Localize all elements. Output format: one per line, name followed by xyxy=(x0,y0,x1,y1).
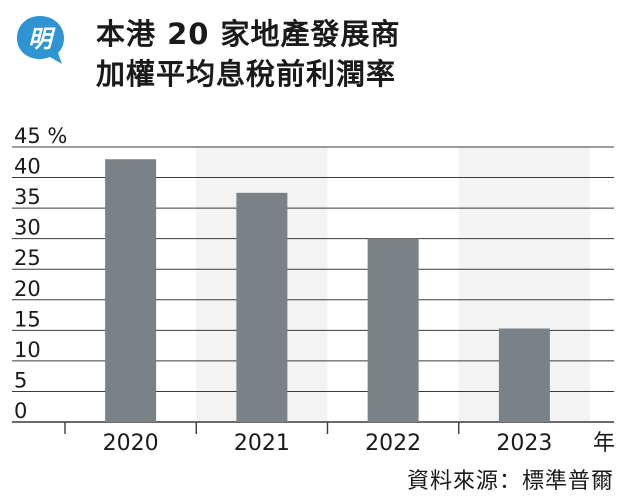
bar xyxy=(498,328,550,422)
x-tick-label: 2022 xyxy=(365,431,421,456)
bar xyxy=(236,192,288,422)
y-tick-label: 15 xyxy=(14,307,41,331)
x-tick-label: 2023 xyxy=(496,431,552,456)
x-tick-label: 2021 xyxy=(234,431,290,456)
bar xyxy=(105,159,157,422)
y-tick-label: 40 xyxy=(14,155,41,179)
y-tick-label: 10 xyxy=(14,338,41,362)
x-axis-unit-label: 年 xyxy=(593,431,615,456)
y-tick-label: 30 xyxy=(14,216,41,240)
chart-title-line-2: 加權平均息稅前利潤率 xyxy=(96,57,397,91)
logo-character: 明 xyxy=(28,25,56,53)
y-tick-label: 25 xyxy=(14,246,41,270)
x-tick-label: 2020 xyxy=(103,431,159,456)
speech-bubble-icon xyxy=(17,16,64,64)
chart-title-line-1: 本港 20 家地產發展商 xyxy=(96,17,401,51)
chart-title: 本港 20 家地產發展商 加權平均息稅前利潤率 xyxy=(96,14,401,94)
bar xyxy=(367,238,419,422)
y-tick-label: 0 xyxy=(14,399,27,423)
mingpao-logo: 明 xyxy=(17,16,64,64)
y-tick-label: 35 xyxy=(14,185,41,209)
y-tick-label: 5 xyxy=(14,368,27,392)
y-tick-label: 45 % xyxy=(14,124,67,148)
y-tick-label: 20 xyxy=(14,277,41,301)
source-note: 資料來源：標準普爾 xyxy=(406,469,614,494)
